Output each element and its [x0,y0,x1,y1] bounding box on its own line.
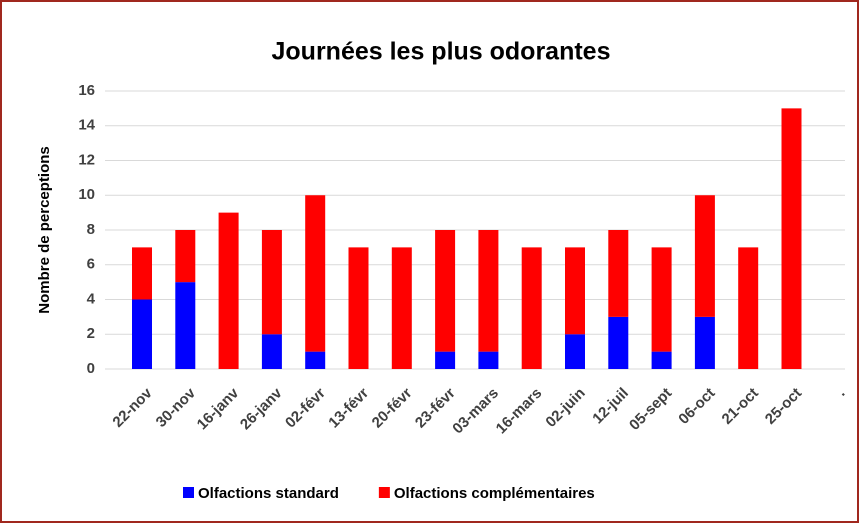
y-tick-label: 4 [87,290,96,307]
y-tick-label: 6 [87,256,95,273]
bar-segment [478,351,499,369]
chart-title: Journées les plus odorantes [272,38,611,66]
legend-swatch [378,487,390,498]
legend-swatch [183,487,194,498]
bar-segment [305,195,326,352]
y-axis-label: Nombre de perceptions [36,146,53,314]
bar-segment [218,212,239,369]
y-tick-label: 12 [78,151,95,168]
y-tick-label: 16 [78,82,95,99]
bar-segment [132,299,152,369]
bar-segment [521,247,542,369]
y-tick-label: 8 [87,221,95,238]
bar-segment [391,247,412,369]
bar-segment [738,247,759,369]
bar-segment [478,230,499,352]
bar-segment [608,230,629,317]
bar-segment [608,316,629,369]
bar-segment [175,230,196,283]
bar-segment [694,316,715,369]
bar-segment [651,351,672,369]
y-tick-label: 0 [87,360,95,377]
y-tick-label: 14 [78,117,95,134]
bar-segment [435,230,456,352]
bar-segment [175,282,196,369]
legend-label: Olfactions complémentaires [394,485,595,502]
bar-segment [261,334,282,369]
y-tick-label: 2 [87,325,95,342]
bar-segment [132,247,152,300]
bar-segment [694,195,715,317]
bar-segment [565,247,585,335]
bar-segment [781,108,802,369]
bar-segment [565,334,585,369]
bar-segment [435,351,456,369]
y-tick-label: 10 [78,186,95,203]
bar-segment [348,247,369,369]
bar-segment [651,247,672,352]
bar-segment [261,230,282,335]
bar-segment [305,351,326,369]
legend-label: Olfactions standard [198,485,339,502]
